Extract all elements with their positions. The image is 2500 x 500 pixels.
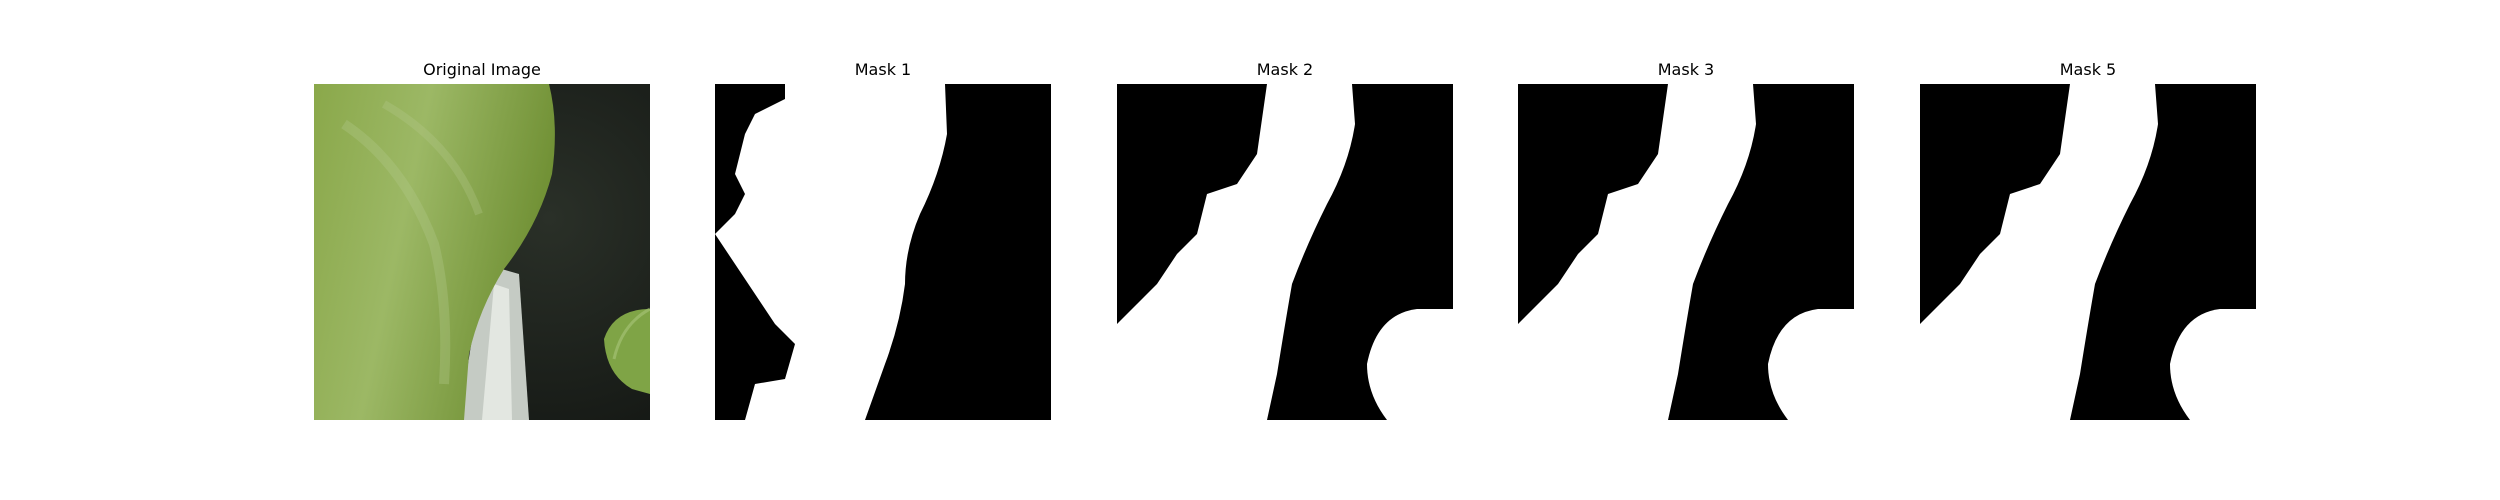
panel-title: Original Image xyxy=(423,60,541,79)
mask-1-image xyxy=(715,84,1051,420)
panel-title: Mask 1 xyxy=(854,60,912,79)
original-photo xyxy=(314,84,650,420)
mask-5-image xyxy=(1920,84,2256,420)
mask-2-image xyxy=(1117,84,1453,420)
panel-original-image: Original Image xyxy=(314,0,650,500)
mask-3-image xyxy=(1518,84,1854,420)
panel-mask-3: Mask 3 xyxy=(1518,0,1854,500)
panel-title: Mask 3 xyxy=(1657,60,1715,79)
panel-mask-5: Mask 5 xyxy=(1920,0,2256,500)
panel-title: Mask 5 xyxy=(2059,60,2117,79)
panel-title: Mask 2 xyxy=(1256,60,1314,79)
panel-mask-2: Mask 2 xyxy=(1117,0,1453,500)
panel-mask-1: Mask 1 xyxy=(715,0,1051,500)
